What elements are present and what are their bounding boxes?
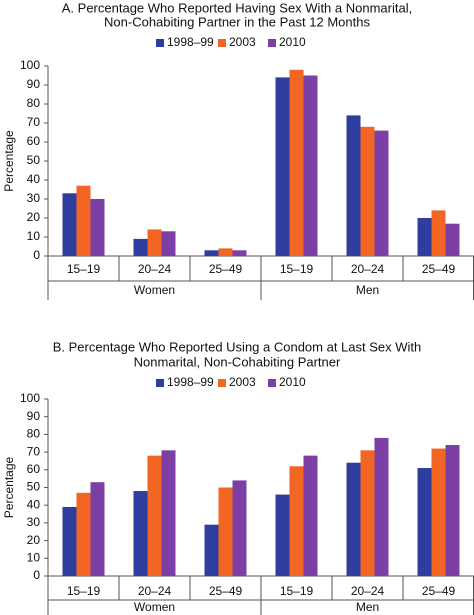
y-tick-label: 30 — [27, 191, 41, 205]
y-axis-label: Percentage — [2, 456, 16, 518]
legend-swatch — [156, 39, 164, 47]
bar — [90, 199, 105, 256]
y-tick-label: 50 — [27, 153, 41, 167]
x-tick-label: 15–19 — [67, 584, 101, 598]
bar — [218, 487, 233, 576]
group-label: Men — [356, 600, 379, 614]
y-tick-label: 40 — [27, 497, 41, 511]
bar — [374, 130, 389, 256]
x-tick-label: 25–49 — [422, 262, 456, 276]
legend-label: 1998–99 — [167, 375, 214, 389]
bar — [417, 218, 432, 256]
bar — [76, 492, 91, 576]
y-tick-label: 60 — [27, 134, 41, 148]
bar — [161, 231, 176, 256]
y-tick-label: 10 — [27, 550, 41, 564]
chart-title: Non-Cohabiting Partner in the Past 12 Mo… — [104, 14, 370, 29]
bar — [161, 450, 176, 576]
x-tick-label: 15–19 — [280, 262, 314, 276]
x-tick-label: 25–49 — [209, 262, 243, 276]
y-tick-label: 70 — [27, 444, 41, 458]
bar — [133, 491, 148, 576]
bar — [275, 494, 290, 576]
bar — [303, 455, 318, 576]
bar — [147, 229, 162, 256]
legend-label: 1998–99 — [167, 35, 214, 49]
bar — [374, 437, 389, 576]
y-tick-label: 20 — [27, 533, 41, 547]
group-label: Women — [134, 600, 175, 614]
legend-label: 2010 — [279, 375, 306, 389]
chart-title: A. Percentage Who Reported Having Sex Wi… — [62, 0, 412, 15]
y-tick-label: 100 — [20, 391, 40, 405]
y-tick-label: 90 — [27, 409, 41, 423]
y-tick-label: 70 — [27, 115, 41, 129]
bar — [431, 448, 446, 576]
bar — [218, 248, 233, 256]
bar — [232, 480, 247, 576]
bar — [275, 77, 290, 257]
y-tick-label: 80 — [27, 96, 41, 110]
bar — [62, 193, 77, 256]
bar — [76, 185, 91, 256]
chart-title: Nonmarital, Non-Cohabiting Partner — [134, 354, 341, 369]
y-tick-label: 60 — [27, 462, 41, 476]
bar — [346, 462, 361, 576]
bar — [232, 250, 247, 256]
group-label: Women — [134, 283, 175, 297]
legend-swatch — [218, 39, 226, 47]
y-tick-label: 10 — [27, 229, 41, 243]
y-tick-label: 0 — [33, 248, 40, 262]
bar — [431, 210, 446, 256]
y-tick-label: 50 — [27, 480, 41, 494]
bar — [346, 115, 361, 257]
bar — [289, 69, 304, 256]
y-tick-label: 20 — [27, 210, 41, 224]
legend-label: 2003 — [229, 35, 256, 49]
bar — [204, 524, 219, 576]
legend-label: 2003 — [229, 375, 256, 389]
legend-swatch — [156, 379, 164, 387]
legend-swatch — [268, 379, 276, 387]
x-tick-label: 15–19 — [67, 262, 101, 276]
legend-label: 2010 — [279, 35, 306, 49]
y-tick-label: 100 — [20, 58, 40, 72]
chart-title: B. Percentage Who Reported Using a Condo… — [53, 339, 422, 354]
bar — [445, 445, 460, 576]
bar — [360, 126, 375, 256]
bar — [289, 466, 304, 576]
bar — [204, 250, 219, 256]
bar — [133, 238, 148, 256]
y-tick-label: 0 — [33, 568, 40, 582]
bar — [147, 455, 162, 576]
legend-swatch — [268, 39, 276, 47]
bar — [303, 75, 318, 256]
bar — [62, 506, 77, 576]
y-tick-label: 40 — [27, 172, 41, 186]
bar — [417, 468, 432, 576]
bar — [90, 482, 105, 576]
y-tick-label: 80 — [27, 427, 41, 441]
x-tick-label: 15–19 — [280, 584, 314, 598]
bar — [360, 450, 375, 576]
x-tick-label: 20–24 — [138, 584, 172, 598]
y-tick-label: 30 — [27, 515, 41, 529]
x-tick-label: 20–24 — [138, 262, 172, 276]
bar — [445, 223, 460, 256]
x-tick-label: 25–49 — [209, 584, 243, 598]
y-axis-label: Percentage — [2, 130, 16, 192]
y-tick-label: 90 — [27, 77, 41, 91]
group-label: Men — [356, 283, 379, 297]
x-tick-label: 20–24 — [351, 262, 385, 276]
x-tick-label: 20–24 — [351, 584, 385, 598]
x-tick-label: 25–49 — [422, 584, 456, 598]
legend-swatch — [218, 379, 226, 387]
